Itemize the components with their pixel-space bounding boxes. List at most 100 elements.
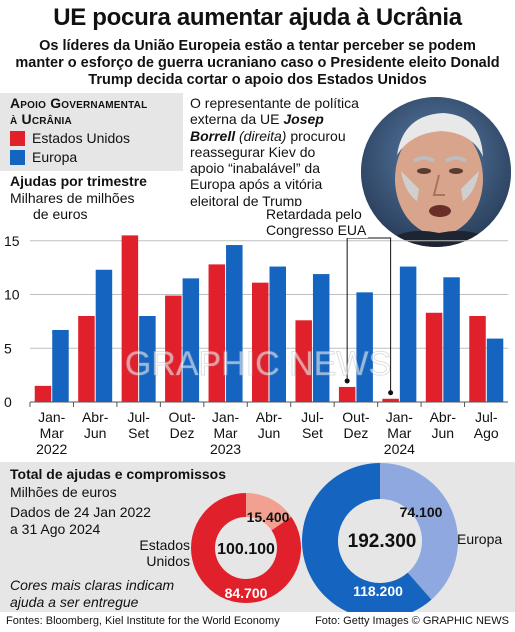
donut-us-total: 100.100: [217, 541, 275, 558]
quote-name-last: Borrell: [190, 127, 236, 144]
legend-item-europe: Europa: [10, 149, 77, 165]
chart-annotations: [344, 237, 394, 396]
congress-dot-2: [388, 390, 394, 396]
x-label-1-line1: Abr-: [82, 409, 109, 425]
x-label-7-line2: Dez: [343, 425, 368, 441]
congress-bracket: [346, 237, 392, 393]
watermark: GRAPHIC NEWS: [125, 345, 391, 383]
totals-note-line-2: ajuda a ser entregue: [10, 593, 139, 610]
quote-text: O representante de política externa da U…: [190, 95, 380, 209]
x-label-3-line2: Dez: [170, 425, 195, 441]
x-label-4-line2: Mar: [213, 425, 237, 441]
totals-unit: Milhões de euros: [10, 484, 117, 500]
donut-europe-total: 192.300: [348, 531, 417, 552]
bar-europe-9: [443, 277, 460, 402]
legend-swatch-europe: [10, 149, 25, 165]
legend-title: Apoio Governamental à Ucrânia: [10, 95, 147, 127]
subtitle-line-2: manter o esforço de guerra ucraniano cas…: [15, 55, 500, 71]
bar-us-10: [469, 316, 486, 402]
bar-europe-1: [95, 269, 113, 402]
donut-europe-pending: 74.100: [400, 504, 443, 520]
donut-us-label-line-1: Estados: [139, 537, 190, 553]
bar-europe-2: [139, 316, 156, 402]
donut-europe-label: Europa: [457, 531, 503, 547]
donut-us-delivered: 84.700: [225, 585, 268, 601]
x-label-10-line1: Jul-: [475, 409, 498, 425]
subtitle-line-3: Trump decida cortar o apoio dos Estados …: [88, 72, 427, 88]
bar-us-1: [78, 316, 95, 402]
x-label-6-line1: Jul-: [301, 409, 324, 425]
bar-europe-10: [486, 338, 504, 402]
donut-us-delivered-slice: [191, 493, 301, 603]
totals-title: Total de ajudas e compromissos: [10, 466, 227, 482]
x-label-5-line2: Jun: [258, 425, 281, 441]
donut-us: [191, 493, 301, 603]
donut-europe-pending-slice: [379, 463, 458, 600]
donut-europe-delivered-slice: [302, 463, 432, 612]
totals-dates: Dados de 24 Jan 2022 a 31 Ago 2024: [10, 504, 151, 538]
x-label-9-line1: Abr-: [430, 409, 457, 425]
legend-item-us: Estados Unidos: [10, 130, 130, 146]
bar-chart: 051015Jan-MarAbr-JunJul-SetOut-DezJan-Ma…: [4, 233, 508, 457]
donut-us-pending-slice: [245, 493, 292, 531]
legend-title-line-1: Apoio Governamental: [10, 95, 148, 111]
quote-role: (direita): [235, 127, 287, 144]
quote-name-first: Josep: [283, 111, 324, 128]
x-label-8-line2: Mar: [387, 425, 411, 441]
x-label-9-line2: Jun: [432, 425, 455, 441]
quote-line-3: Borrell (direita) procurou: [190, 128, 380, 144]
x-label-0-line2: Mar: [40, 425, 64, 441]
congress-annotation-line-2: Congresso EUA: [266, 222, 367, 238]
quote-line-3-suffix: procurou: [286, 127, 346, 144]
congress-annotation: Retardada pelo Congresso EUA: [264, 206, 369, 238]
legend-swatch-us: [10, 130, 25, 146]
x-label-1-line2: Jun: [84, 425, 107, 441]
quote-line-7: eleitoral de Trump: [190, 192, 303, 209]
donut-europe-delivered: 118.200: [353, 583, 403, 599]
chart-tick-labels: 051015Jan-MarAbr-JunJul-SetOut-DezJan-Ma…: [4, 233, 499, 457]
quote-line-4: reassegurar Kiev do: [190, 143, 316, 160]
donut-charts: 100.100 15.400 84.700 192.300 74.100 118…: [191, 463, 458, 612]
x-label-0-line1: Jan-: [38, 409, 66, 425]
legend-panel: [0, 93, 183, 171]
bar-europe-3: [182, 278, 200, 402]
bar-us-0: [34, 385, 52, 402]
x-label-7-line1: Out-: [342, 409, 370, 425]
x-label-3-line1: Out-: [168, 409, 196, 425]
bar-europe-8: [399, 266, 417, 402]
x-label-10-line2: Ago: [474, 425, 499, 441]
donut-us-label-line-2: Unidos: [146, 553, 190, 569]
y-tick-15: 15: [4, 233, 20, 249]
bar-us-7: [338, 386, 356, 402]
y-tick-5: 5: [4, 340, 12, 356]
x-label-5-line1: Abr-: [256, 409, 283, 425]
subtitle-line-1: Os líderes da União Europeia estão a ten…: [39, 38, 476, 54]
chart-ylabel-line-1: Milhares de milhões: [10, 190, 135, 206]
x-label-2-line1: Jul-: [127, 409, 150, 425]
quote-line-6: Europa após a vitória: [190, 176, 323, 193]
footer-sources: Fontes: Bloomberg, Kiel Institute for th…: [6, 615, 280, 627]
bar-us-9: [425, 312, 443, 402]
quote-line-2: externa da UE Josep: [190, 111, 380, 127]
totals-dates-line-1: Dados de 24 Jan 2022: [10, 504, 151, 520]
legend-title-line-2: à Ucrânia: [10, 111, 72, 127]
donut-us-label: Estados Unidos: [130, 537, 190, 569]
x-label-2-line2: Set: [128, 425, 149, 441]
y-tick-10: 10: [4, 287, 20, 303]
x-label-4-line1: Jan-: [212, 409, 240, 425]
congress-annotation-line-1: Retardada pelo: [266, 206, 362, 222]
chart-title: Ajudas por trimestre: [10, 173, 147, 189]
quote-line-5: apoio “inabalável” da: [190, 160, 320, 177]
quote-line-1: O representante de política: [190, 95, 359, 111]
bar-us-5: [252, 282, 269, 402]
x-label-6-line2: Set: [302, 425, 323, 441]
legend-label-us: Estados Unidos: [32, 130, 131, 146]
donut-us-pending: 15.400: [247, 509, 290, 525]
page-title: UE pocura aumentar ajuda à Ucrânia: [53, 4, 462, 31]
totals-dates-line-2: a 31 Ago 2024: [10, 521, 101, 537]
chart-ylabel-line-2: de euros: [33, 206, 88, 222]
totals-note-line-1: Cores mais claras indicam: [10, 577, 175, 593]
bar-us-2: [121, 235, 139, 402]
bar-europe-5: [269, 266, 286, 402]
bar-us-6: [295, 320, 312, 402]
